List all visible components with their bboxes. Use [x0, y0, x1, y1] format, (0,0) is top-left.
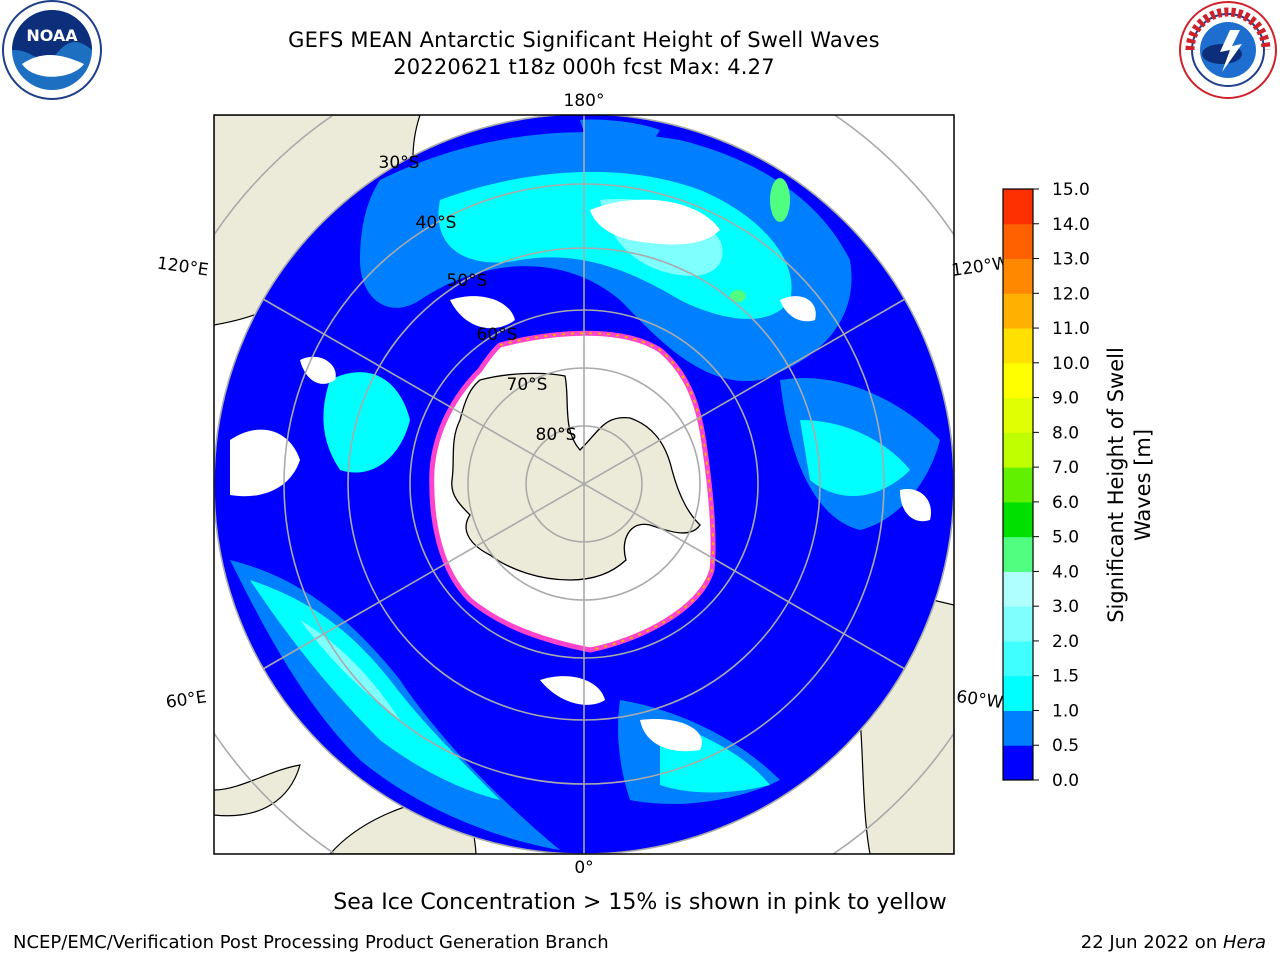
lat-label-30s: 30°S [379, 153, 420, 173]
colorbar-segment [1003, 606, 1033, 642]
nws-logo [1179, 1, 1277, 99]
colorbar-segment [1003, 258, 1033, 294]
colorbar-tick-label: 10.0 [1052, 354, 1090, 374]
colorbar-segment [1003, 675, 1033, 711]
colorbar-tick-label: 1.0 [1052, 701, 1079, 721]
colorbar-segment [1003, 536, 1033, 572]
colorbar-segment [1003, 571, 1033, 607]
lat-label-40s: 40°S [416, 213, 457, 233]
colorbar-tick-label: 13.0 [1052, 250, 1090, 270]
colorbar-tick-label: 1.5 [1052, 667, 1079, 687]
colorbar-tick-label: 12.0 [1052, 284, 1090, 304]
lat-label-50s: 50°S [447, 271, 488, 291]
colorbar-tick-label: 14.0 [1052, 215, 1090, 235]
colorbar-tick-label: 7.0 [1052, 458, 1079, 478]
colorbar-label-line1: Significant Height of Swell [1104, 347, 1128, 623]
colorbar-segment [1003, 362, 1033, 399]
colorbar-segment [1003, 640, 1033, 677]
colorbar-segment [1003, 501, 1033, 538]
colorbar-tick-label: 4.0 [1052, 562, 1079, 582]
colorbar-segment [1003, 397, 1033, 433]
colorbar-tick-label: 0.5 [1052, 736, 1079, 756]
colorbar-tick-label: 5.0 [1052, 528, 1079, 548]
footer-date: 22 Jun 2022 on Hera [1081, 932, 1266, 953]
colorbar-segment [1003, 710, 1033, 746]
colorbar-segment [1003, 189, 1033, 225]
colorbar-segment [1003, 745, 1033, 781]
lon-label-180: 180° [564, 91, 605, 111]
colorbar-tick-label: 3.0 [1052, 597, 1079, 617]
lat-label-60s: 60°S [477, 325, 518, 345]
colorbar-tick-label: 9.0 [1052, 389, 1079, 409]
svg-text:NOAA: NOAA [26, 26, 78, 45]
caption: Sea Ice Concentration > 15% is shown in … [333, 890, 947, 915]
colorbar-segment [1003, 293, 1033, 329]
colorbar-tick-label: 2.0 [1052, 632, 1079, 652]
footer-credit: NCEP/EMC/Verification Post Processing Pr… [13, 932, 609, 953]
colorbar-tick-label: 6.0 [1052, 493, 1079, 513]
colorbar-segment [1003, 328, 1033, 364]
colorbar-tick-label: 11.0 [1052, 319, 1090, 339]
chart-title-line1: GEFS MEAN Antarctic Significant Height o… [288, 28, 880, 52]
lon-label-0: 0° [574, 858, 593, 878]
noaa-logo: NOAA [2, 0, 102, 100]
antarctica [451, 372, 701, 581]
map-frame [213, 114, 955, 855]
lat-label-70s: 70°S [507, 375, 548, 395]
colorbar-tick-label: 8.0 [1052, 423, 1079, 443]
colorbar-label-line2: Waves [m] [1131, 429, 1155, 541]
footer-host: Hera [1222, 932, 1266, 953]
colorbar-tick-label: 0.0 [1052, 771, 1079, 791]
colorbar-segment [1003, 432, 1033, 468]
footer-date-text: 22 Jun 2022 on [1080, 932, 1223, 953]
colorbar-segment [1003, 223, 1033, 260]
chart-title-line2: 20220621 t18z 000h fcst Max: 4.27 [393, 55, 775, 79]
lat-label-80s: 80°S [536, 425, 577, 445]
colorbar-tick-label: 15.0 [1052, 180, 1090, 200]
graticule [214, 115, 954, 854]
colorbar-frame [1002, 188, 1034, 781]
colorbar-segment [1003, 467, 1033, 503]
